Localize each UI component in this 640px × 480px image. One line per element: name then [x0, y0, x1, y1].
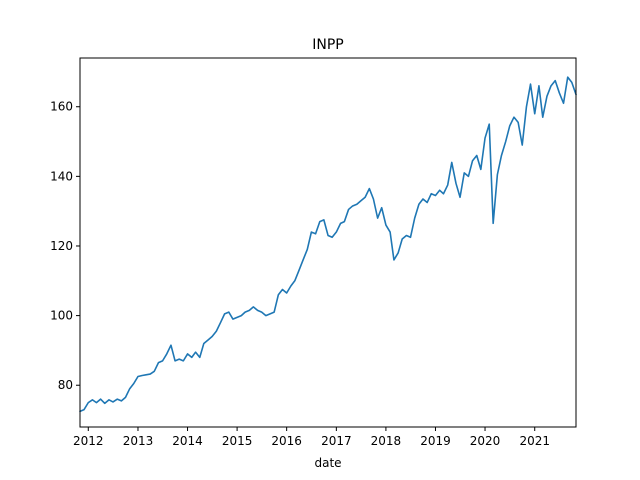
x-tick-label: 2019: [420, 434, 451, 448]
y-tick-label: 100: [50, 309, 73, 323]
x-tick-label: 2012: [73, 434, 104, 448]
chart-title: INPP: [312, 37, 344, 53]
y-tick-label: 160: [50, 100, 73, 114]
x-axis: 2012 2013 2014 2015 2016 2017 2018 2019 2020 2021: [73, 427, 550, 448]
series-line-0: [79, 76, 577, 413]
x-tick-label: 2018: [371, 434, 402, 448]
x-tick-label: 2017: [321, 434, 352, 448]
x-tick-label: 2014: [172, 434, 203, 448]
x-axis-label: date: [314, 456, 341, 470]
series-layer: [79, 76, 577, 413]
x-tick-label: 2016: [271, 434, 302, 448]
plot-frame: [79, 57, 577, 428]
x-tick-label: 2013: [123, 434, 154, 448]
x-tick-label: 2015: [222, 434, 253, 448]
y-tick-label: 140: [50, 169, 73, 183]
x-tick-label: 2021: [519, 434, 550, 448]
y-axis: 80 100 120 140 160: [50, 100, 80, 392]
x-tick-label: 2020: [470, 434, 501, 448]
y-tick-label: 120: [50, 239, 73, 253]
y-tick-label: 80: [58, 378, 73, 392]
